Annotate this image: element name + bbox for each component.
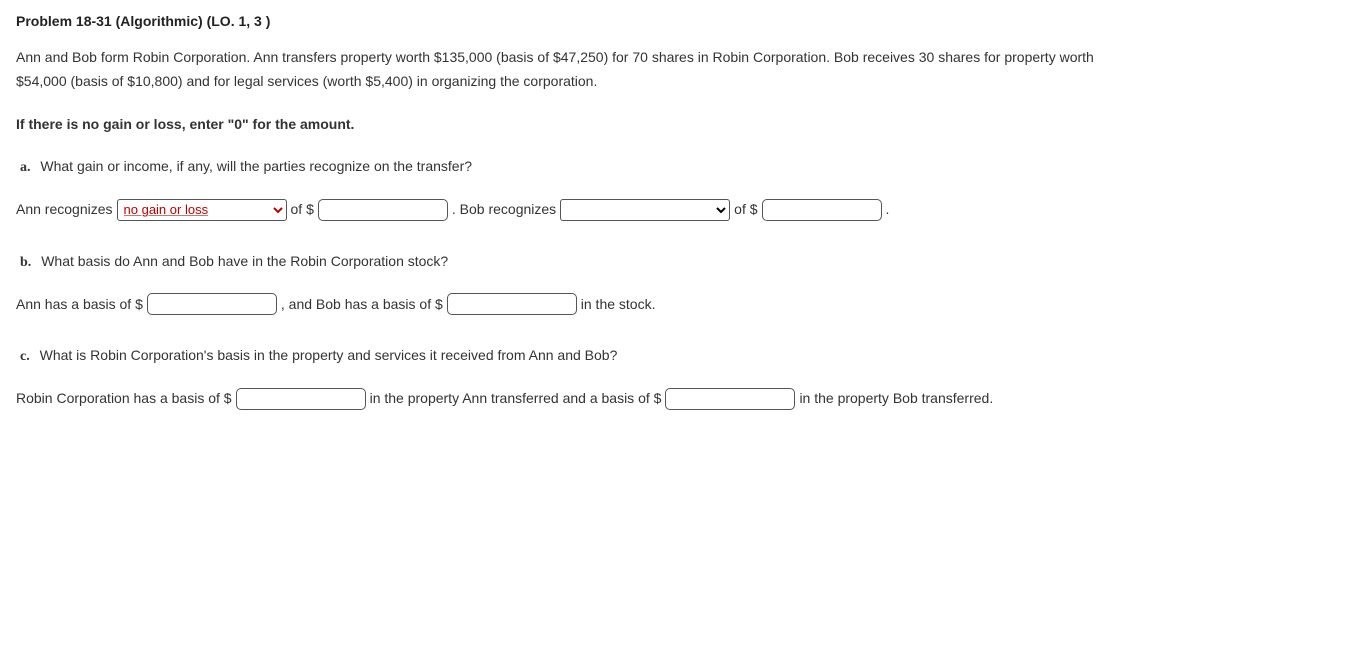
part-c-answer-line: Robin Corporation has a basis of $ in th… bbox=[16, 387, 1216, 411]
part-a: a. What gain or income, if any, will the… bbox=[16, 155, 1332, 222]
part-a-question: a. What gain or income, if any, will the… bbox=[16, 155, 1332, 180]
part-b-letter: b. bbox=[20, 255, 31, 270]
bob-property-basis-input[interactable] bbox=[665, 388, 795, 410]
ann-property-basis-input[interactable] bbox=[236, 388, 366, 410]
part-c-letter: c. bbox=[20, 349, 30, 364]
part-b-question-text: What basis do Ann and Bob have in the Ro… bbox=[41, 253, 448, 269]
part-b-answer-line: Ann has a basis of $ , and Bob has a bas… bbox=[16, 293, 1332, 317]
ann-basis-input[interactable] bbox=[147, 293, 277, 315]
ann-amount-input[interactable] bbox=[318, 199, 448, 221]
text-bob-recognizes: . Bob recognizes bbox=[452, 198, 556, 222]
problem-title: Problem 18-31 (Algorithmic) (LO. 1, 3 ) bbox=[16, 10, 1332, 34]
bob-amount-input[interactable] bbox=[762, 199, 882, 221]
part-a-letter: a. bbox=[20, 160, 31, 175]
text-in-stock: in the stock. bbox=[581, 293, 656, 317]
text-ann-transferred: in the property Ann transferred and a ba… bbox=[370, 387, 662, 411]
part-c: c. What is Robin Corporation's basis in … bbox=[16, 344, 1332, 411]
text-of-dollar-1: of $ bbox=[291, 198, 314, 222]
problem-intro: Ann and Bob form Robin Corporation. Ann … bbox=[16, 46, 1146, 94]
zero-instruction: If there is no gain or loss, enter "0" f… bbox=[16, 113, 1332, 137]
text-period: . bbox=[886, 198, 890, 222]
text-bob-basis: , and Bob has a basis of $ bbox=[281, 293, 443, 317]
part-a-question-text: What gain or income, if any, will the pa… bbox=[40, 158, 472, 174]
part-b: b. What basis do Ann and Bob have in the… bbox=[16, 250, 1332, 317]
part-a-answer-line: Ann recognizes no gain or loss of $ . Bo… bbox=[16, 198, 1332, 222]
text-robin-basis: Robin Corporation has a basis of $ bbox=[16, 387, 232, 411]
text-ann-recognizes: Ann recognizes bbox=[16, 198, 113, 222]
part-c-question-text: What is Robin Corporation's basis in the… bbox=[40, 347, 618, 363]
ann-recognizes-select[interactable]: no gain or loss bbox=[117, 199, 287, 221]
part-c-question: c. What is Robin Corporation's basis in … bbox=[16, 344, 1332, 369]
bob-recognizes-select[interactable] bbox=[560, 199, 730, 221]
text-ann-basis: Ann has a basis of $ bbox=[16, 293, 143, 317]
bob-basis-input[interactable] bbox=[447, 293, 577, 315]
text-bob-transferred: in the property Bob transferred. bbox=[799, 387, 993, 411]
text-of-dollar-2: of $ bbox=[734, 198, 757, 222]
part-b-question: b. What basis do Ann and Bob have in the… bbox=[16, 250, 1332, 275]
